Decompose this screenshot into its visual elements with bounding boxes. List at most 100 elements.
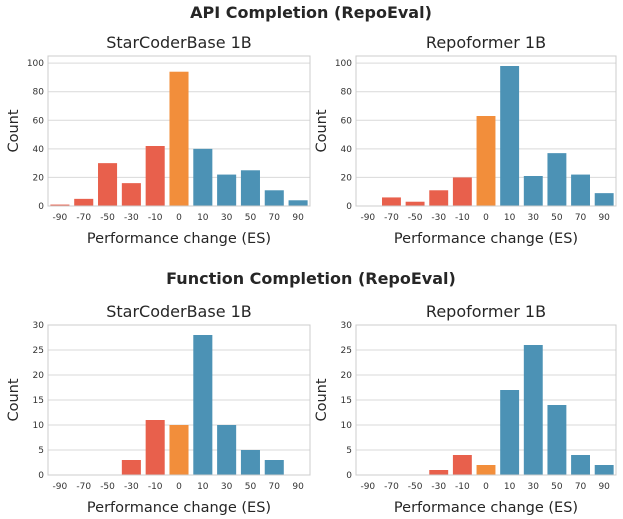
x-tick-label: 30: [221, 213, 233, 223]
y-tick-label: 100: [335, 59, 352, 69]
x-axis-label: Performance change (ES): [87, 231, 271, 247]
x-tick-label: -30: [124, 482, 139, 492]
bar: [169, 71, 189, 206]
bar: [452, 455, 472, 475]
plot-frame: [355, 324, 617, 476]
y-tick-label: 0: [38, 471, 44, 481]
bar: [264, 190, 284, 206]
x-tick-label: 50: [245, 482, 257, 492]
bar: [169, 425, 189, 475]
plot-frame: [355, 55, 617, 207]
y-axis-label: Count: [6, 378, 22, 421]
x-tick-label: 50: [245, 213, 257, 223]
x-tick-label: -90: [53, 213, 68, 223]
x-tick-label: 90: [292, 482, 304, 492]
x-tick-label: 10: [197, 213, 209, 223]
y-axis-label: Count: [314, 378, 330, 421]
y-tick-label: 30: [341, 321, 353, 331]
chart-api-repoformer: 0 20 40 60 80 100 -90 -70 -50 -30 -10 0 10 30 50 70 90 Re…: [314, 33, 617, 247]
y-tick-label: 30: [33, 321, 45, 331]
y-tick-label: 60: [341, 116, 353, 126]
y-tick-label: 80: [33, 88, 45, 98]
x-tick-label: 50: [551, 482, 563, 492]
x-tick-label: -70: [384, 482, 399, 492]
x-tick-label: -70: [76, 213, 91, 223]
x-axis-label: Performance change (ES): [87, 500, 271, 516]
bar: [98, 163, 118, 206]
x-tick-label: -70: [384, 213, 399, 223]
x-tick-label: -90: [360, 213, 375, 223]
x-tick-label: 90: [598, 213, 610, 223]
y-tick-label: 40: [33, 145, 45, 155]
y-axis-label: Count: [314, 109, 330, 152]
bar: [500, 390, 520, 475]
x-tick-label: -10: [455, 213, 470, 223]
y-tick-label: 15: [33, 396, 44, 406]
y-tick-label: 20: [33, 371, 45, 381]
x-tick-label: -10: [455, 482, 470, 492]
bar: [217, 425, 237, 475]
y-axis-label: Count: [6, 109, 22, 152]
x-tick-label: 10: [504, 482, 516, 492]
x-tick-label: 0: [483, 482, 489, 492]
x-tick-label: -30: [124, 213, 139, 223]
bar: [452, 177, 472, 206]
y-tick-label: 20: [341, 173, 353, 183]
row-title-function: Function Completion (RepoEval): [166, 269, 456, 288]
bar: [50, 204, 70, 206]
bar: [193, 148, 213, 206]
x-tick-label: -50: [408, 213, 423, 223]
y-tick-label: 20: [341, 371, 353, 381]
x-tick-label: 90: [598, 482, 610, 492]
x-axis-label: Performance change (ES): [394, 231, 578, 247]
bar: [500, 66, 520, 206]
bar: [240, 170, 260, 206]
bar: [523, 176, 543, 206]
chart-title: StarCoderBase 1B: [106, 302, 252, 321]
x-axis-label: Performance change (ES): [394, 500, 578, 516]
y-tick-label: 40: [341, 145, 353, 155]
y-tick-label: 25: [341, 346, 352, 356]
x-tick-label: 70: [575, 482, 587, 492]
bar: [476, 465, 496, 475]
bar: [121, 460, 141, 475]
x-tick-label: 0: [176, 482, 182, 492]
y-tick-label: 5: [346, 446, 352, 456]
y-tick-label: 20: [33, 173, 45, 183]
bar: [240, 450, 260, 475]
bar: [121, 183, 141, 206]
plot-frame: [47, 55, 311, 207]
x-tick-label: 10: [504, 213, 516, 223]
y-tick-label: 25: [33, 346, 44, 356]
x-tick-label: 30: [528, 482, 540, 492]
y-tick-label: 80: [341, 88, 353, 98]
bar: [571, 455, 590, 475]
bar: [264, 460, 284, 475]
x-tick-label: -50: [100, 482, 115, 492]
y-tick-label: 10: [33, 421, 45, 431]
bar: [476, 116, 496, 206]
y-tick-label: 60: [33, 116, 45, 126]
row-title-api: API Completion (RepoEval): [190, 3, 432, 22]
bar: [571, 174, 590, 206]
bar: [288, 200, 308, 206]
bar: [429, 190, 449, 206]
bar: [382, 197, 401, 206]
x-tick-label: 0: [483, 213, 489, 223]
y-tick-label: 0: [346, 471, 352, 481]
x-tick-label: 10: [197, 482, 209, 492]
x-tick-label: -70: [76, 482, 91, 492]
x-tick-label: 70: [269, 213, 281, 223]
bar: [145, 420, 165, 475]
y-tick-label: 10: [341, 421, 353, 431]
bar: [429, 470, 449, 475]
chart-title: Repoformer 1B: [426, 33, 546, 52]
plot-frame: [47, 324, 311, 476]
x-tick-label: -90: [53, 482, 68, 492]
bar: [594, 193, 614, 206]
bar: [217, 174, 237, 206]
x-tick-label: -10: [148, 213, 163, 223]
bar: [523, 345, 543, 475]
y-tick-label: 0: [38, 202, 44, 212]
